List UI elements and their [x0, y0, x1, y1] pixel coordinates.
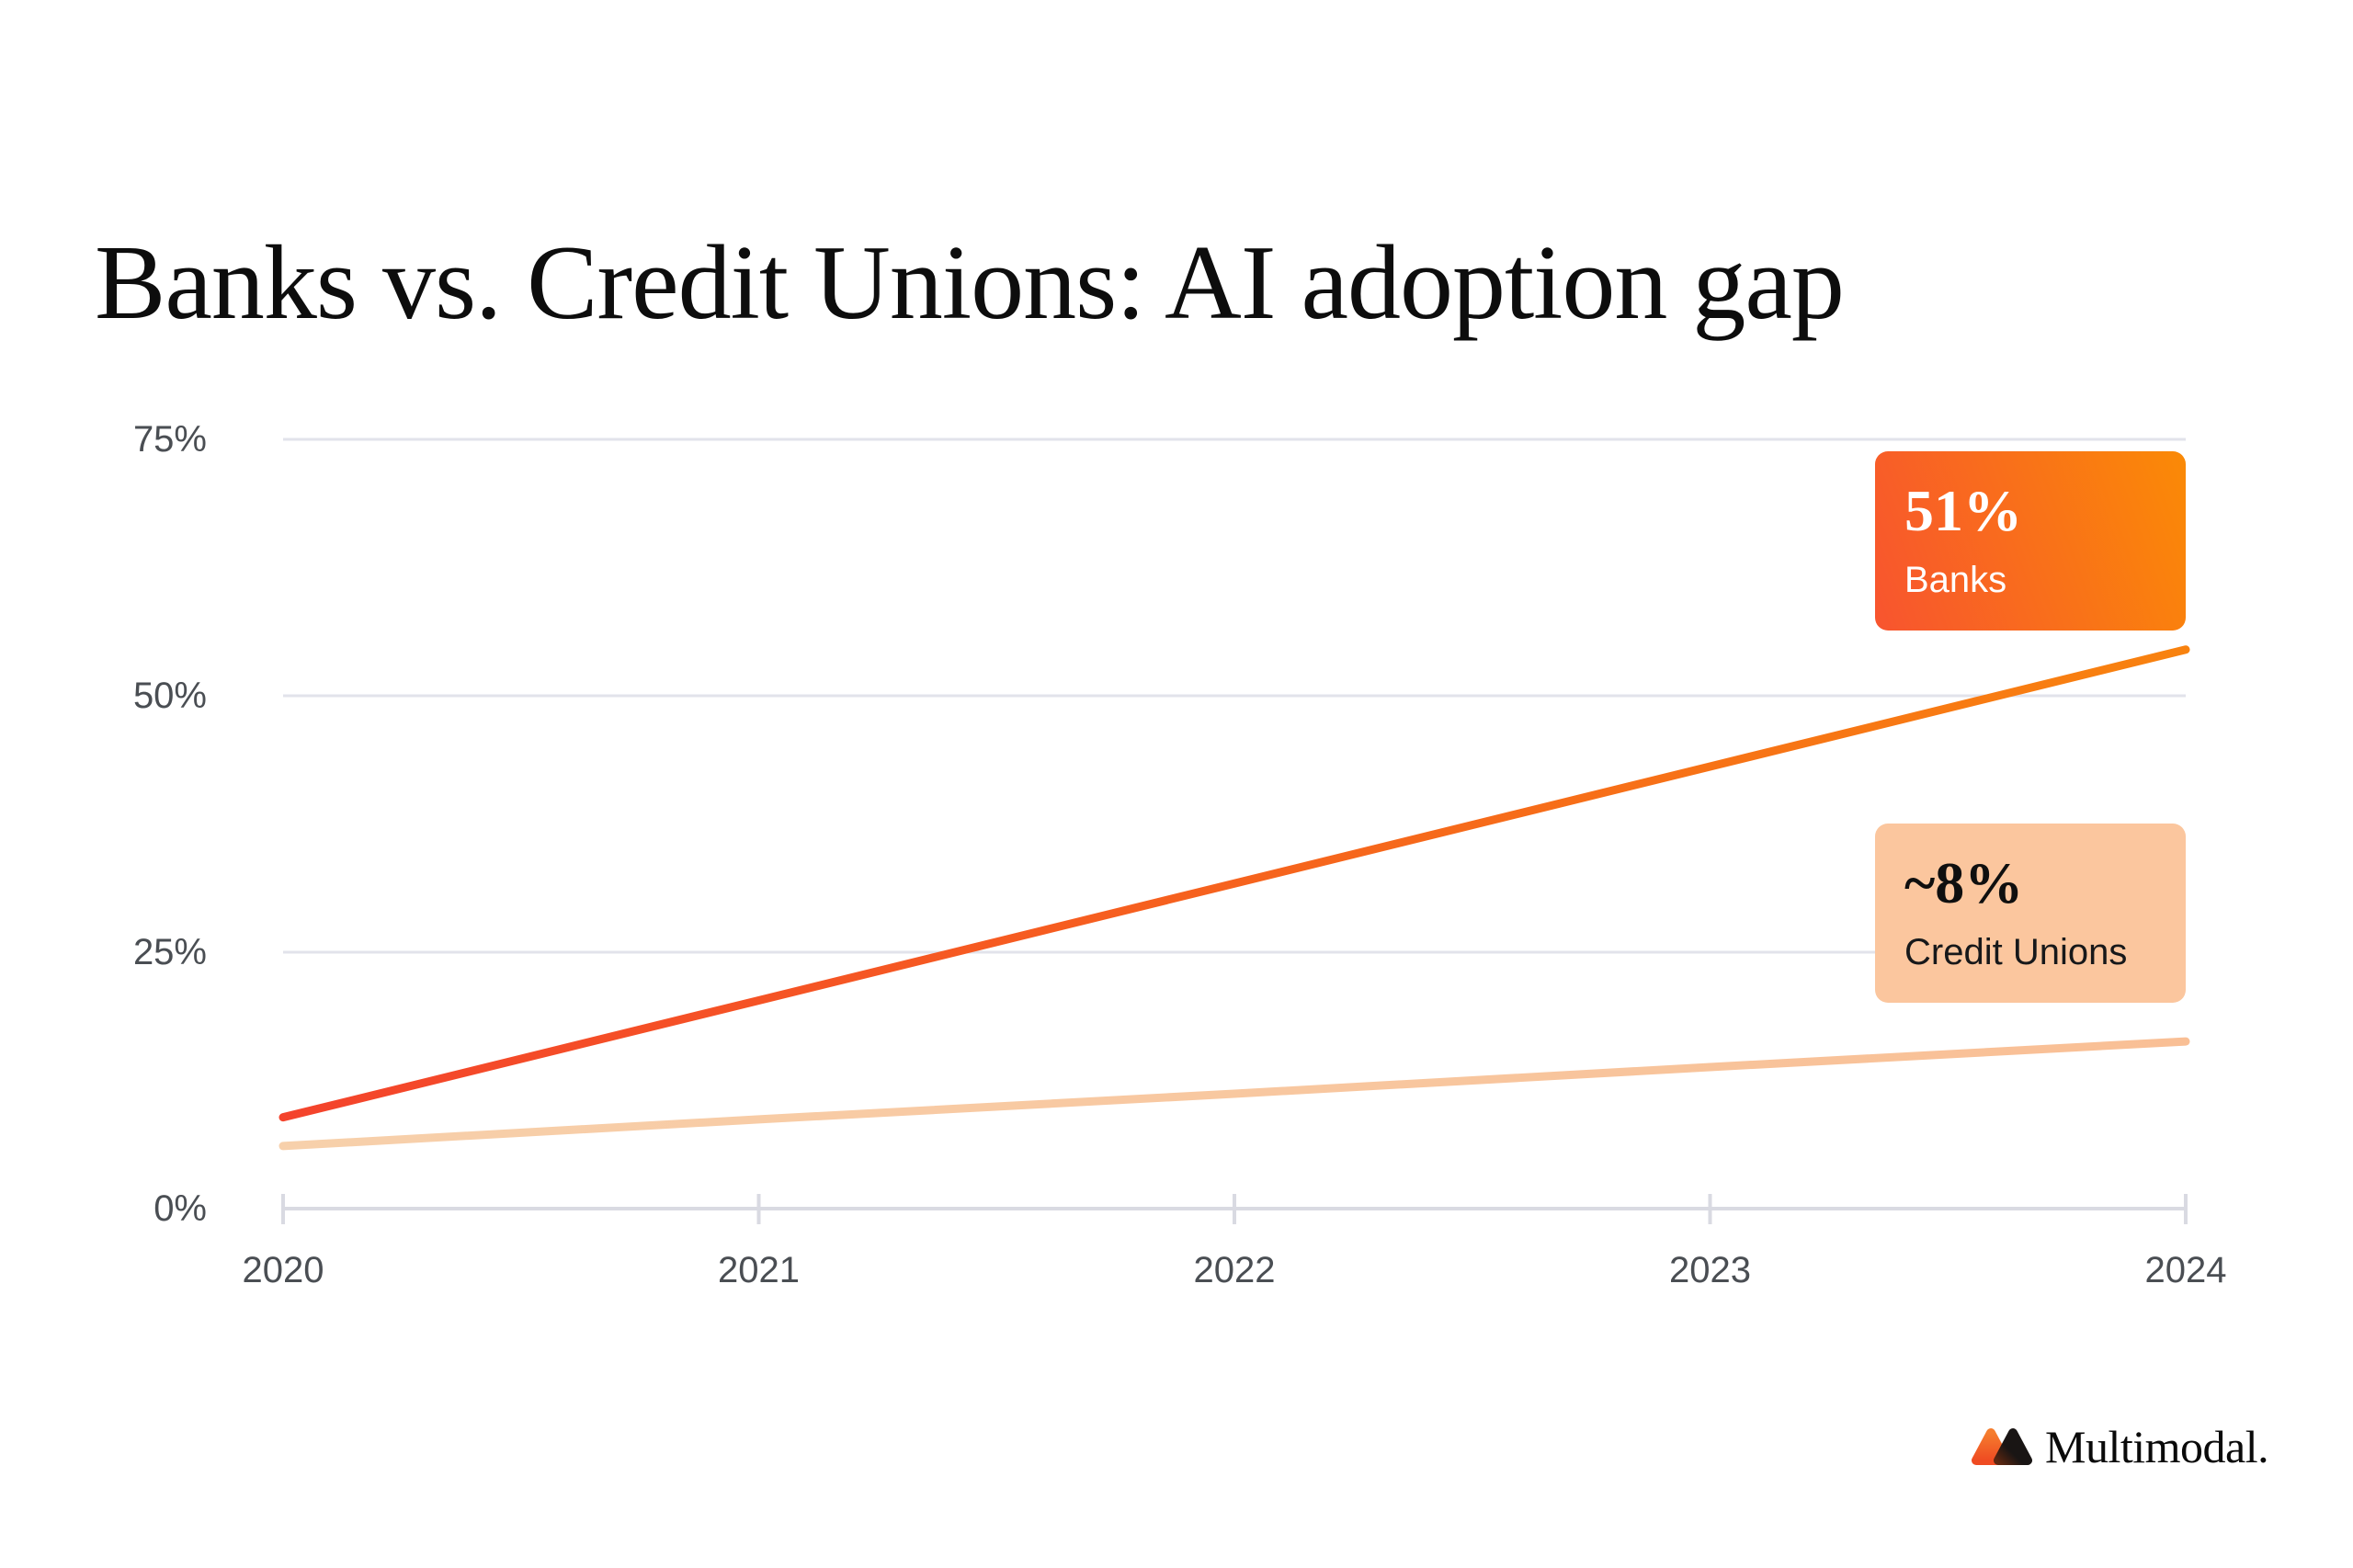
credit-unions-callout-label: Credit Unions: [1904, 932, 2128, 972]
credit-unions-callout-box: ~8% Credit Unions: [1875, 824, 2186, 1003]
x-tick-label-2020: 2020: [242, 1250, 324, 1290]
banks-callout-label: Banks: [1904, 560, 2007, 600]
x-tick-label-2022: 2022: [1193, 1250, 1276, 1290]
page-title: Banks vs. Credit Unions: AI adoption gap: [95, 223, 1845, 342]
logo-triangle-black: [1994, 1428, 2032, 1465]
y-tick-label-25: 25%: [132, 932, 207, 972]
brand-lockup: Multimodal.: [1972, 1420, 2269, 1473]
multimodal-logo-icon: [1972, 1428, 2032, 1465]
banks-callout-box: 51% Banks: [1875, 451, 2186, 631]
brand-name: Multimodal.: [2045, 1421, 2269, 1472]
x-tick-label-2021: 2021: [718, 1250, 800, 1290]
y-tick-label-0: 0%: [153, 1188, 207, 1229]
x-tick-label-2024: 2024: [2144, 1250, 2227, 1290]
credit-unions-series-line: [278, 1037, 2190, 1151]
x-tick-label-2023: 2023: [1669, 1250, 1751, 1290]
banks-callout-value: 51%: [1904, 478, 2022, 543]
credit-unions-callout-value: ~8%: [1904, 850, 2024, 915]
banks-series-line: [278, 645, 2190, 1122]
y-tick-label-75: 75%: [132, 419, 207, 460]
y-tick-label-50: 50%: [132, 676, 207, 716]
